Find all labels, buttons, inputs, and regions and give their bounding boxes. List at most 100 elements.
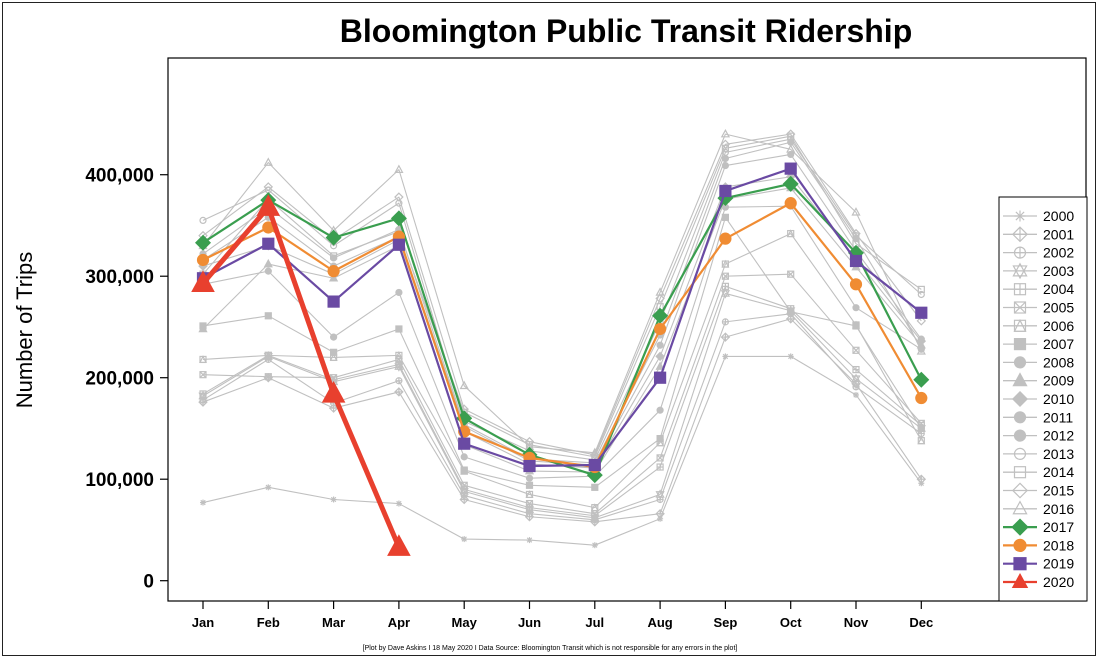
data-point-2002-Nov <box>852 383 860 391</box>
legend-label: 2006 <box>1043 318 1074 334</box>
series-line-2008 <box>202 205 922 479</box>
data-point-2002-Apr <box>395 377 403 385</box>
series-line-2012 <box>202 141 922 464</box>
data-point-2001-Dec <box>916 474 927 484</box>
data-point-2007-May <box>460 466 468 474</box>
footnote: [Plot by Dave Askins I 18 May 2020 I Dat… <box>363 645 738 652</box>
series-line-2001 <box>202 318 922 523</box>
legend-label: 2012 <box>1043 428 1074 444</box>
data-point-2014-Mar <box>330 252 338 260</box>
series-line-2020 <box>201 204 402 549</box>
data-point-2015-Aug <box>655 293 665 304</box>
data-point-2000-Jan <box>200 499 206 506</box>
data-point-2003-Aug <box>655 489 665 500</box>
x-axis: Jan Feb Mar Apr May Jun Jul Aug Sep Oct Nov Dec <box>192 601 933 630</box>
data-point-2015-Apr <box>394 192 404 202</box>
legend-label: 2008 <box>1043 354 1074 370</box>
y-tick-label: 400,000 <box>85 166 154 187</box>
legend-label: 2019 <box>1043 556 1074 572</box>
y-tick-label: 200,000 <box>85 369 154 390</box>
data-point-2000-Nov <box>853 391 859 398</box>
y-axis-label: Number of Trips <box>12 252 37 409</box>
data-point-2008-Aug <box>656 406 664 414</box>
data-point-2011-Oct <box>787 150 795 159</box>
data-point-2016-Apr <box>394 164 404 173</box>
data-point-2015-Oct <box>785 129 796 139</box>
legend-marker-2018 <box>1013 538 1027 553</box>
data-point-2019-Dec <box>915 306 928 319</box>
series-line-2014 <box>202 135 922 458</box>
legend-entry-2004: 2004 <box>1003 281 1074 297</box>
legend-label: 2007 <box>1043 336 1074 352</box>
series-2018 <box>196 197 928 474</box>
series-2009 <box>198 182 926 476</box>
data-point-2007-Aug <box>656 435 664 443</box>
data-point-2008-Feb <box>264 267 272 275</box>
legend-entry-2009: 2009 <box>1003 372 1074 389</box>
data-point-2004-Aug <box>656 463 664 471</box>
data-point-2019-Jul <box>588 458 601 472</box>
legend-marker-2000 <box>1014 210 1026 222</box>
legend-label: 2015 <box>1043 483 1074 499</box>
data-point-2009-Feb <box>263 258 273 268</box>
data-point-2005-May <box>460 481 468 489</box>
data-point-2007-Apr <box>395 325 403 333</box>
x-tick-label: Apr <box>388 615 410 630</box>
data-point-2016-Sep <box>720 128 731 138</box>
data-point-2007-Dec <box>917 424 925 433</box>
x-tick-label: Dec <box>909 615 933 630</box>
legend-entry-2002: 2002 <box>1003 245 1074 261</box>
legend-marker-2005 <box>1013 301 1027 314</box>
data-point-2007-Jul <box>591 483 599 491</box>
data-point-2016-Nov <box>851 207 861 216</box>
data-point-2020-Feb <box>256 194 281 216</box>
x-tick-label: Jan <box>192 615 214 630</box>
data-point-2015-Nov <box>851 228 861 239</box>
legend-label: 2003 <box>1043 263 1074 279</box>
data-point-2000-May <box>461 536 468 543</box>
legend-label: 2016 <box>1043 501 1074 517</box>
x-tick-label: Sep <box>713 615 737 630</box>
legend-label: 2013 <box>1043 446 1074 462</box>
data-point-2005-Jun <box>525 499 534 508</box>
data-point-2017-Jan <box>195 234 211 251</box>
data-point-2018-Jan <box>196 253 210 267</box>
data-point-2011-Dec <box>917 335 925 343</box>
data-point-2006-Jan <box>199 355 207 364</box>
data-point-2017-Oct <box>782 175 799 192</box>
data-point-2005-Feb <box>264 373 272 381</box>
series-2013 <box>199 135 925 464</box>
data-point-2008-Mar <box>330 333 338 341</box>
legend-marker-2017 <box>1011 518 1029 536</box>
data-point-2018-Mar <box>327 265 340 278</box>
data-point-2019-Feb <box>262 237 275 250</box>
legend-label: 2018 <box>1043 537 1074 553</box>
data-point-2018-Nov <box>849 278 863 291</box>
data-point-2006-Oct <box>786 229 795 238</box>
data-point-2000-Jun <box>526 537 533 544</box>
chart-title: Bloomington Public Transit Ridership <box>340 13 912 49</box>
y-tick-label: 0 <box>143 572 154 593</box>
legend-entry-2013: 2013 <box>1003 446 1074 462</box>
series-2011 <box>199 150 925 469</box>
data-point-2004-May <box>460 485 468 493</box>
data-point-2015-Sep <box>720 139 731 150</box>
legend-label: 2001 <box>1043 226 1074 242</box>
series-line-2016 <box>202 133 922 454</box>
data-point-2016-Aug <box>655 287 665 296</box>
legend-entry-2015: 2015 <box>1003 483 1074 499</box>
legend-entry-2005: 2005 <box>1003 300 1074 316</box>
data-point-2000-Jul <box>591 542 598 549</box>
data-point-2016-May <box>459 380 469 390</box>
data-point-2015-Jun <box>524 436 535 447</box>
legend-marker-2009 <box>1012 372 1028 387</box>
data-point-2020-Mar <box>321 380 346 403</box>
data-point-2019-Sep <box>719 184 732 198</box>
legend-entry-2011: 2011 <box>1003 409 1073 425</box>
legend-label: 2020 <box>1043 574 1074 590</box>
legend-marker-2020 <box>1011 572 1029 589</box>
legend-marker-2001 <box>1012 226 1028 243</box>
data-point-2003-Nov <box>851 373 861 384</box>
data-point-2018-Dec <box>915 391 928 405</box>
